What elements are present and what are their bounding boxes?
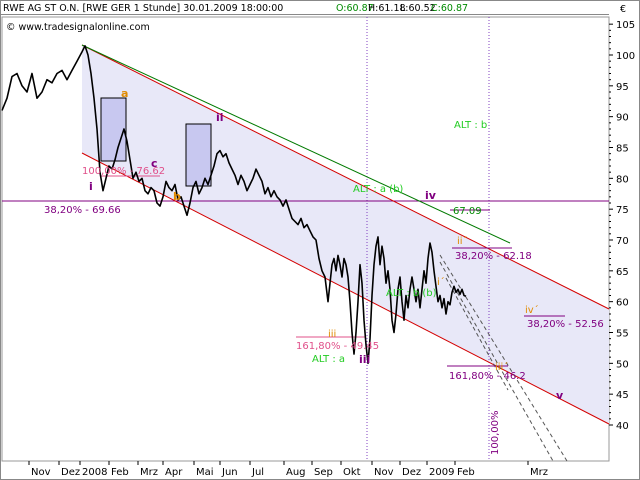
y-tick-label: 90 [616,113,629,124]
wave-iii: iii [359,353,370,366]
y-tick-label: 80 [616,174,629,185]
x-tick-label: Apr [165,467,183,478]
consolidation-box-b [185,123,212,187]
x-tick-label: 2008 [82,467,107,478]
y-tick-label: 75 [616,205,629,216]
label-fib-161-a: 161,80% - 49.45 [296,341,379,352]
y-tick-label: 65 [616,267,629,278]
y-tick-label: 100 [616,51,635,62]
header-close: C:60.87 [431,3,468,14]
x-tick-label: Feb [111,467,129,478]
channel-lower [81,152,610,425]
channel-upper [81,44,610,310]
label-alt-a: ALT : a [312,354,345,365]
y-tick-label: 55 [616,329,629,340]
consolidation-box-a [100,97,127,162]
label-fib-38-mid: 38,20% - 62.18 [455,251,532,262]
header-high: H:61.18 [368,3,406,14]
header-low: L:60.52 [400,3,436,14]
projection-1 [439,254,568,462]
label-fib-100-vert: 100,00% [490,411,501,456]
wave-i: i [89,180,93,193]
x-tick-label: Sep [314,467,333,478]
y-tick-label: 50 [616,359,629,370]
header-open: O:60.87 [336,3,374,14]
wave-i-small: i´ [437,276,445,288]
price-series [1,44,467,365]
x-tick-label: Aug [286,467,306,478]
y-axis: 100 95 90 85 80 75 70 65 60 55 50 45 40 105 [609,20,635,432]
label-fib-161-b: 161,80% - 46.2 [449,371,526,382]
y-tick-label: 40 [616,421,629,432]
projection-2 [439,261,554,462]
y-tick-label: 45 [616,390,629,401]
wave-c: c [151,157,158,170]
y-tick-label: 95 [616,82,629,93]
x-tick-label: Jun [221,467,238,478]
x-tick-label: Nov [31,467,51,478]
header-symbol: RWE AG ST O.N. [RWE GER 1 Stunde] 30.01.… [3,3,283,14]
projection-3 [445,277,509,391]
x-tick-label: Jul [251,467,264,478]
label-alt-b-b: ALT : b (b) [386,288,437,299]
wave-ii-small: ii´ [457,235,468,247]
channel-fill [82,45,609,424]
x-tick-label: Okt [343,467,361,478]
label-alt-a-b: ALT : a (b) [353,184,403,195]
label-alt-b: ALT : b [454,120,487,131]
y-tick-label: 85 [616,144,629,155]
x-tick-label: Dez [402,467,421,478]
plot-area [1,16,610,462]
watermark: © www.tradesignalonline.com [6,22,150,33]
y-tick-label: 105 [616,20,635,31]
x-tick-label: Nov [374,467,394,478]
x-axis: Nov Dez 2008 Feb Mrz Apr Mai Jun Jul Aug Sep Okt Nov… [28,461,548,478]
label-fib-38-left: 38,20% - 69.66 [44,205,121,216]
green-trendline [81,44,511,244]
wave-ii: ii [216,111,224,124]
wave-b: b [173,190,181,203]
y-tick-label: 60 [616,298,629,309]
wave-iii-small: iii [328,329,336,340]
x-tick-label: Mrz [140,467,158,478]
y-tick-label: 70 [616,236,629,247]
wave-iii-proj: iii´ [495,361,508,373]
wave-iv-proj: iv´ [525,304,539,316]
currency-symbol: € [620,4,626,15]
label-fib-100: 100,00% - 76.62 [82,166,165,177]
x-tick-label: Mrz [530,467,548,478]
wave-a: a [121,87,128,100]
x-tick-label: Feb [457,467,475,478]
x-tick-label: 2009 [429,467,454,478]
x-tick-label: Mai [196,467,214,478]
wave-iv: iv [425,189,437,202]
x-tick-label: Dez [61,467,80,478]
label-fib-67: 67.09 [453,206,482,217]
wave-v: v [556,389,564,402]
label-fib-38-right: 38,20% - 52.56 [527,319,604,330]
